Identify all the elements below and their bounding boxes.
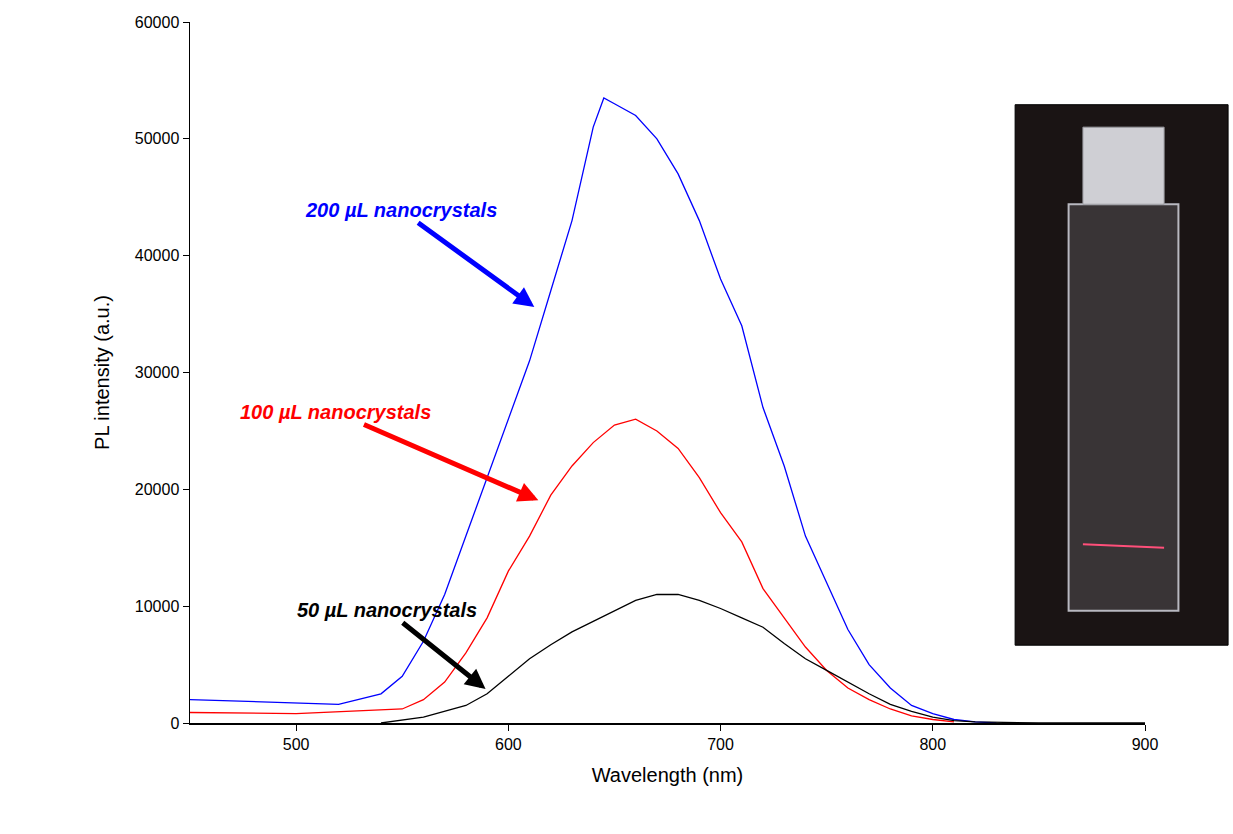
svg-text:200 µL nanocrystals: 200 µL nanocrystals	[305, 199, 497, 221]
svg-text:700: 700	[707, 736, 734, 753]
svg-text:900: 900	[1132, 736, 1159, 753]
svg-text:600: 600	[495, 736, 522, 753]
svg-text:0: 0	[170, 715, 179, 732]
svg-text:PL intensity (a.u.): PL intensity (a.u.)	[91, 295, 113, 450]
svg-text:500: 500	[283, 736, 310, 753]
svg-text:60000: 60000	[135, 14, 180, 31]
svg-text:100 µL nanocrystals: 100 µL nanocrystals	[240, 401, 431, 423]
svg-text:50000: 50000	[135, 130, 180, 147]
svg-text:50 µL nanocrystals: 50 µL nanocrystals	[297, 599, 477, 621]
svg-text:20000: 20000	[135, 481, 180, 498]
svg-text:800: 800	[919, 736, 946, 753]
svg-text:30000: 30000	[135, 364, 180, 381]
svg-text:Wavelength (nm): Wavelength (nm)	[592, 764, 744, 786]
svg-text:40000: 40000	[135, 247, 180, 264]
svg-text:10000: 10000	[135, 598, 180, 615]
